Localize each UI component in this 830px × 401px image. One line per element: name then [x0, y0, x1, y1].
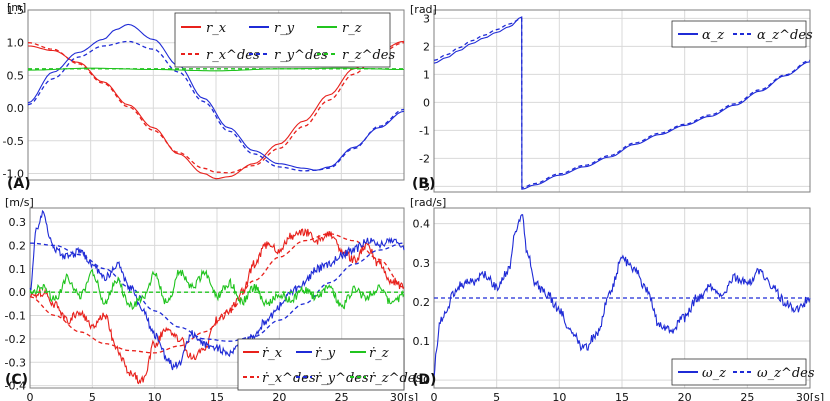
y-tick-label: 1.0	[7, 37, 25, 50]
plot-frame	[29, 207, 405, 389]
panel-label-a: (A)	[7, 176, 31, 192]
series-line---z-des	[433, 17, 811, 189]
legend-entry-rz-des: r_z^des	[342, 48, 395, 63]
unit-label-c: [m/s]	[5, 196, 34, 209]
legend-entry-omega: ω_z	[702, 366, 726, 381]
x-tick-label: 10	[148, 391, 162, 401]
y-tick-label: -0.5	[3, 135, 24, 148]
legend-entry-vx: ṙ_x	[262, 346, 283, 361]
y-tick-label: 0.1	[413, 335, 431, 348]
x-tick-label: 10	[552, 391, 566, 401]
y-tick-label: 0.1	[9, 263, 27, 276]
x-tick-label: 0	[431, 391, 438, 401]
legend-entry-alpha: α_z	[702, 28, 724, 43]
legend-entry-ry-des: r_y^des	[274, 48, 328, 63]
legend-a: r_x r_y r_z r_x^des r_y^des r_z^des	[174, 12, 395, 68]
panel-b: 3 2 1 0 -1 -2 -3 [rad] (B) α_z α_z^des	[410, 3, 813, 193]
legend-c: ṙ_x ṙ_y ṙ_z ṙ_x^des ṙ_y^des ṙ_z^des	[237, 338, 422, 391]
y-tick-label: 0.2	[413, 296, 431, 309]
y-tick-label: 0.3	[413, 257, 431, 270]
x-tick-label: 15	[615, 391, 629, 401]
panel-d: 0.4 0.3 0.2 0.1 00 5 10 15 20 25 30[s] [rad/s] (D)…	[410, 196, 824, 401]
y-tick-label: 0.5	[7, 69, 25, 82]
legend-entry-vx-des: ṙ_x^des	[262, 371, 316, 386]
panel-c: 0.3 0.2 0.1 0.0 -0.1 -0.2 -0.3 -0.40 5 10 15 20 25 30…	[5, 196, 423, 401]
y-tick-label: -0.4	[5, 380, 26, 393]
series-line-r-y	[27, 23, 405, 171]
y-tick-label: 0.0	[9, 286, 27, 299]
y-tick-label: 0.0	[7, 102, 25, 115]
legend-entry-omega-des: ω_z^des	[757, 366, 815, 381]
y-tick-label: 0.3	[9, 216, 27, 229]
y-tick-label: 0	[423, 374, 430, 387]
y-tick-label: 2	[423, 40, 430, 53]
x-tick-label: 25	[335, 391, 349, 401]
x-tick-label: 5	[493, 391, 500, 401]
x-tick-label: 25	[740, 391, 754, 401]
series-line-r-z	[27, 67, 404, 72]
panel-label-b: (B)	[412, 176, 435, 192]
plot-frame	[27, 9, 405, 181]
legend-entry-vy: ṙ_y	[315, 346, 336, 361]
legend-b: α_z α_z^des	[671, 20, 813, 48]
panel-a: 1.5 1.0 0.5 0.0 -0.5 -1.0 [m] (A) r_x r_y r_z…	[3, 1, 405, 192]
y-tick-label: -2	[419, 152, 430, 165]
plot-frame	[433, 9, 811, 193]
legend-entry-rx: r_x	[206, 21, 227, 36]
panel-label-d: (D)	[412, 372, 436, 388]
legend-entry-vz-des: ṙ_z^des	[369, 371, 422, 386]
x-tick-label: 0	[27, 391, 34, 401]
legend-entry-ry: r_y	[274, 21, 295, 36]
y-tick-label: 1	[423, 68, 430, 81]
legend-box-c	[237, 338, 405, 391]
x-tick-label: 15	[210, 391, 224, 401]
unit-label-d: [rad/s]	[410, 196, 446, 209]
legend-entry-alpha-des: α_z^des	[757, 28, 813, 43]
legend-box-a	[174, 12, 391, 68]
series-line---x-des	[29, 233, 405, 354]
legend-d: ω_z ω_z^des	[671, 358, 815, 386]
series-line-r-y-des	[27, 40, 405, 172]
y-tick-label: 0.4	[413, 218, 431, 231]
legend-entry-vz: ṙ_z	[369, 346, 389, 361]
y-tick-label: -0.3	[5, 356, 26, 369]
panel-label-c: (C)	[5, 372, 28, 388]
x-tick-label: 20	[678, 391, 692, 401]
y-tick-label: 3	[423, 12, 430, 25]
legend-entry-vy-des: ṙ_y^des	[315, 371, 369, 386]
unit-label-b: [rad]	[410, 3, 437, 16]
series-line-r-x	[27, 40, 405, 180]
series-line-r-x-des	[27, 42, 405, 174]
x-tick-label: 5	[89, 391, 96, 401]
y-tick-label: -1	[419, 124, 430, 137]
series-line---z	[29, 268, 405, 311]
series-line---x	[29, 228, 405, 385]
y-tick-label: -3	[419, 180, 430, 193]
x-tick-label: 30[s]	[796, 391, 824, 401]
unit-label-a: [m]	[7, 1, 26, 14]
plot-area-a: 1.5 1.0 0.5 0.0 -0.5 -1.0	[3, 4, 405, 181]
x-tick-label: 30[s]	[390, 391, 418, 401]
series-line---z	[433, 16, 811, 190]
y-tick-label: -1.0	[3, 167, 24, 180]
y-tick-label: -0.2	[5, 333, 26, 346]
y-tick-label: 1.5	[7, 4, 25, 17]
y-tick-label: -0.1	[5, 310, 26, 323]
series-line---y-des	[29, 242, 405, 342]
x-tick-label: 20	[272, 391, 286, 401]
series-line---y	[29, 209, 405, 371]
y-tick-label: 0.2	[9, 239, 27, 252]
series-line---z	[433, 214, 811, 379]
legend-entry-rx-des: r_x^des	[206, 48, 260, 63]
plot-area-c: 0.3 0.2 0.1 0.0 -0.1 -0.2 -0.3 -0.40 5 10 15 20 25 30…	[5, 207, 418, 401]
legend-entry-rz: r_z	[342, 21, 362, 36]
y-tick-label: 0	[423, 96, 430, 109]
